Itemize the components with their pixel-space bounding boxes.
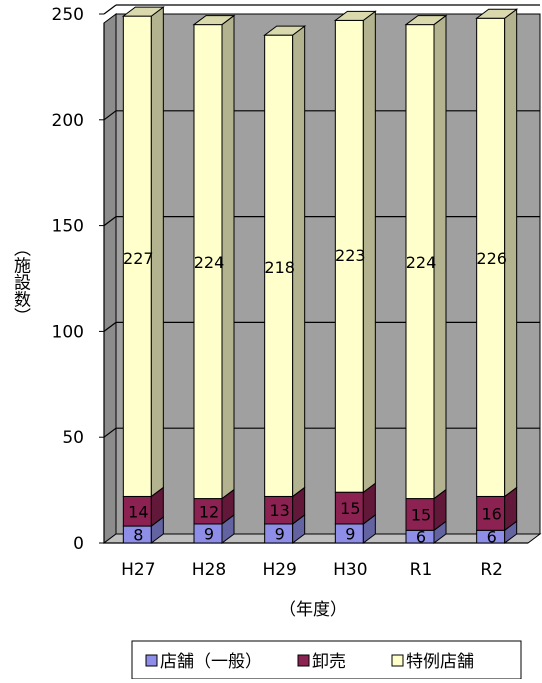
x-axis-label: （年度） — [279, 600, 347, 620]
bar-segment — [122, 15, 152, 497]
y-tick-label: 0 — [73, 534, 84, 554]
bar-value-label: 6 — [487, 528, 497, 547]
bar-value-label: 14 — [128, 502, 148, 521]
bar-segment-top — [192, 15, 236, 26]
data-labels: 8 14 227 9 12 224 9 13 218 9 15 223 6 15 224 6 16 226 — [123, 246, 507, 547]
bar-segment — [476, 17, 506, 497]
gridline-side — [103, 427, 117, 438]
bar-value-label: 218 — [264, 258, 295, 277]
x-tick-label: R2 — [480, 560, 503, 580]
x-tick-label: H27 — [121, 560, 155, 580]
bar-value-label: 8 — [133, 526, 143, 545]
legend-swatch — [145, 654, 158, 667]
bar-value-label: 6 — [416, 528, 426, 547]
bar-value-label: 227 — [123, 249, 154, 268]
y-tick-label: 150 — [52, 217, 84, 237]
legend-label: 店舗（一般） — [160, 652, 262, 672]
x-tick-label: H30 — [333, 560, 367, 580]
y-tick-label: 50 — [62, 428, 84, 448]
bar-segment — [405, 498, 435, 531]
gridline-side — [103, 216, 117, 227]
legend: 店舗（一般） 卸売 特例店舗 — [131, 640, 522, 680]
bar-value-label: 15 — [340, 499, 360, 518]
x-tick-label: H28 — [192, 560, 226, 580]
legend-swatch — [391, 654, 404, 667]
y-tick-label: 250 — [52, 5, 84, 25]
gridline-side — [103, 321, 117, 332]
x-tick-label: R1 — [410, 560, 433, 580]
bar-value-label: 226 — [476, 249, 507, 268]
bar-segment — [334, 19, 364, 493]
gridline-side — [103, 4, 117, 15]
bar-value-label: 9 — [275, 524, 285, 543]
plot-side-wall — [103, 13, 117, 544]
plot-floor — [102, 533, 542, 544]
legend-label: 特例店舗 — [406, 652, 474, 672]
bar-value-label: 223 — [335, 246, 366, 265]
legend-swatch — [297, 654, 310, 667]
bar-value-label: 12 — [199, 502, 219, 521]
bars — [121, 6, 519, 544]
legend-box — [131, 640, 522, 680]
bar-segment-top — [404, 15, 448, 26]
bar-segment-top — [121, 6, 165, 17]
bar-segment-top — [475, 8, 519, 19]
axes: 0 50 100 150 200 250 （施設数） H27 H28 H29 H30 R1 R2 （年度） — [10, 4, 540, 620]
y-tick-label: 200 — [52, 111, 84, 131]
bar-value-label: 9 — [345, 524, 355, 543]
bar-segment — [193, 498, 223, 525]
bar-value-label: 15 — [411, 505, 431, 524]
x-tick-label: H29 — [262, 560, 296, 580]
legend-label: 卸売 — [312, 652, 346, 672]
bar-value-label: 13 — [269, 501, 289, 520]
bar-value-label: 9 — [204, 524, 214, 543]
bar-segment — [193, 24, 223, 500]
plot-area — [102, 13, 542, 544]
bar-segment-top — [333, 10, 377, 21]
bar-value-label: 224 — [406, 253, 437, 272]
bar-segment — [122, 495, 152, 527]
bar-value-label: 16 — [481, 504, 501, 523]
gridline-side — [103, 110, 117, 121]
bar-value-label: 224 — [194, 253, 225, 272]
y-tick-label: 100 — [52, 322, 84, 342]
bar-segment-top — [263, 25, 307, 36]
y-axis-label: （施設数） — [10, 240, 31, 325]
